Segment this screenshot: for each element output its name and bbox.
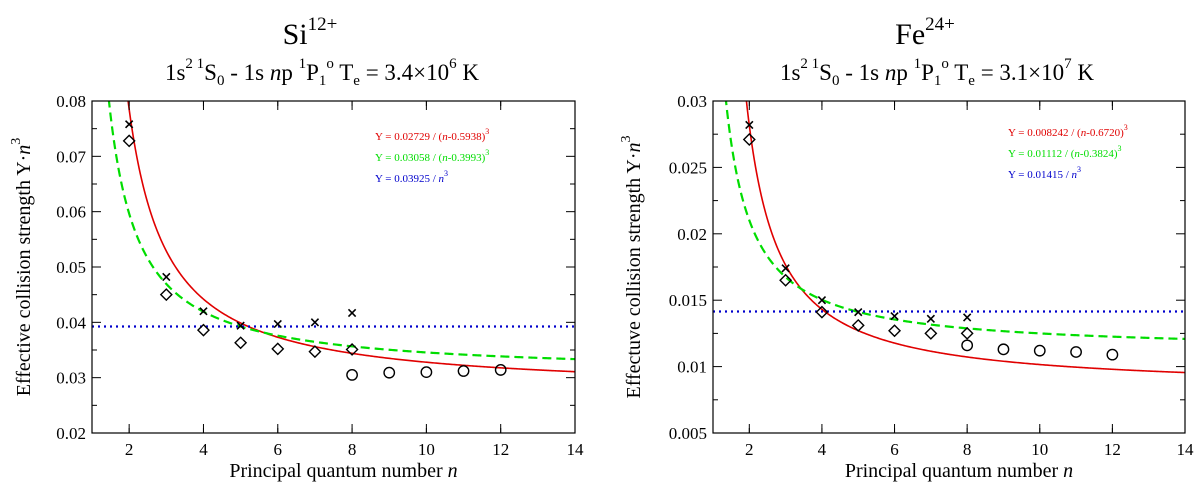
cross-marker xyxy=(310,318,320,327)
diamond-marker xyxy=(159,288,173,302)
diamond-marker xyxy=(234,336,248,350)
fit-label-green: Y = 0.03058 / (n-0.3993)3 xyxy=(375,148,489,164)
x-tick-label: 6 xyxy=(274,440,283,459)
transition-subtitle: 1s2 1S0 - 1s np 1P1o Te = 3.1×107 K xyxy=(780,56,1094,89)
chart-panel-si: Si12+ 1s2 1S0 - 1s np 1P1o Te = 3.4×106 K… xyxy=(9,14,585,482)
circle-marker xyxy=(997,343,1010,356)
diamond-marker xyxy=(122,134,136,148)
y-tick-label: 0.02 xyxy=(56,424,86,443)
diamond-marker xyxy=(742,133,756,147)
cross-marker xyxy=(162,272,171,282)
diamond-marker xyxy=(308,345,322,359)
y-tick-label: 0.05 xyxy=(56,258,86,277)
fit-curve-red xyxy=(127,101,575,373)
x-tick-label: 2 xyxy=(745,440,754,459)
circle-marker xyxy=(1106,348,1119,361)
y-tick-label: 0.02 xyxy=(677,225,707,244)
y-tick-label: 0.01 xyxy=(677,358,707,377)
y-axis-label: Effectuve collision strength Y·n3 xyxy=(619,135,645,398)
cross-marker xyxy=(817,296,827,305)
x-tick-label: 14 xyxy=(1177,440,1195,459)
cross-marker xyxy=(962,313,972,322)
x-tick-label: 10 xyxy=(418,440,435,459)
cross-marker xyxy=(781,264,790,273)
circle-marker xyxy=(961,339,974,352)
plot-frame xyxy=(91,100,576,434)
y-tick-label: 0.08 xyxy=(56,92,86,111)
x-tick-label: 6 xyxy=(890,440,899,459)
diamond-marker xyxy=(196,323,210,337)
circle-marker xyxy=(420,366,433,379)
cross-marker xyxy=(236,321,245,330)
fit-curve-green xyxy=(724,101,1185,341)
y-tick-label: 0.04 xyxy=(56,313,86,332)
x-tick-label: 12 xyxy=(1104,440,1121,459)
plot-area xyxy=(713,101,1185,374)
y-tick-label: 0.03 xyxy=(56,369,86,388)
fit-curve-red xyxy=(745,101,1185,374)
diamond-marker xyxy=(345,342,359,356)
fit-curve-green xyxy=(107,101,575,361)
chart-panel-fe: Fe24+ 1s2 1S0 - 1s np 1P1o Te = 3.1×107 K… xyxy=(619,14,1195,482)
y-axis-label: Effective collision strength Y·n3 xyxy=(9,138,35,397)
cross-marker xyxy=(273,319,282,329)
x-tick-label: 14 xyxy=(567,440,585,459)
cross-marker xyxy=(854,307,863,317)
y-tick-label: 0.07 xyxy=(56,147,86,166)
diamond-marker xyxy=(960,326,974,340)
cross-marker xyxy=(890,311,899,321)
x-tick-label: 2 xyxy=(125,440,134,459)
y-tick-label: 0.005 xyxy=(669,424,707,443)
x-tick-label: 8 xyxy=(963,440,972,459)
y-tick-label: 0.025 xyxy=(669,158,707,177)
circle-marker xyxy=(494,364,507,376)
plot-area xyxy=(92,101,575,373)
ion-title: Fe24+ xyxy=(895,14,955,51)
x-tick-label: 10 xyxy=(1031,440,1048,459)
diamond-marker xyxy=(888,324,902,338)
ion-title: Si12+ xyxy=(283,14,338,51)
cross-marker xyxy=(124,120,134,129)
x-axis-label: Principal quantum number n xyxy=(845,460,1073,482)
diamond-marker xyxy=(815,305,829,319)
y-tick-label: 0.015 xyxy=(669,291,707,310)
cross-marker xyxy=(745,120,754,130)
cross-marker xyxy=(347,308,357,318)
x-tick-label: 4 xyxy=(818,440,827,459)
cross-marker xyxy=(199,307,208,316)
x-axis-label: Principal quantum number n xyxy=(229,460,457,482)
transition-subtitle: 1s2 1S0 - 1s np 1P1o Te = 3.4×106 K xyxy=(165,56,479,89)
x-tick-label: 4 xyxy=(199,440,208,459)
fit-label-red: Y = 0.008242 / (n-0.6720)3 xyxy=(1008,123,1128,139)
x-tick-label: 12 xyxy=(492,440,509,459)
circle-marker xyxy=(1070,346,1082,358)
diamond-marker xyxy=(779,273,793,287)
diamond-marker xyxy=(924,326,938,340)
diamond-marker xyxy=(851,318,865,332)
circle-marker xyxy=(1033,344,1046,357)
y-tick-label: 0.03 xyxy=(677,92,707,111)
diamond-marker xyxy=(271,342,285,356)
fit-label-green: Y = 0.01112 / (n-0.3824)3 xyxy=(1008,144,1121,160)
fit-label-red: Y = 0.02729 / (n-0.5938)3 xyxy=(375,127,489,143)
circle-marker xyxy=(346,368,358,381)
fit-label-blue: Y = 0.01415 / n3 xyxy=(1008,165,1081,181)
circle-marker xyxy=(383,366,396,379)
cross-marker xyxy=(926,314,936,323)
circle-marker xyxy=(457,365,470,377)
x-tick-label: 8 xyxy=(348,440,357,459)
y-tick-label: 0.06 xyxy=(56,203,86,222)
fit-label-blue: Y = 0.03925 / n3 xyxy=(375,169,448,185)
